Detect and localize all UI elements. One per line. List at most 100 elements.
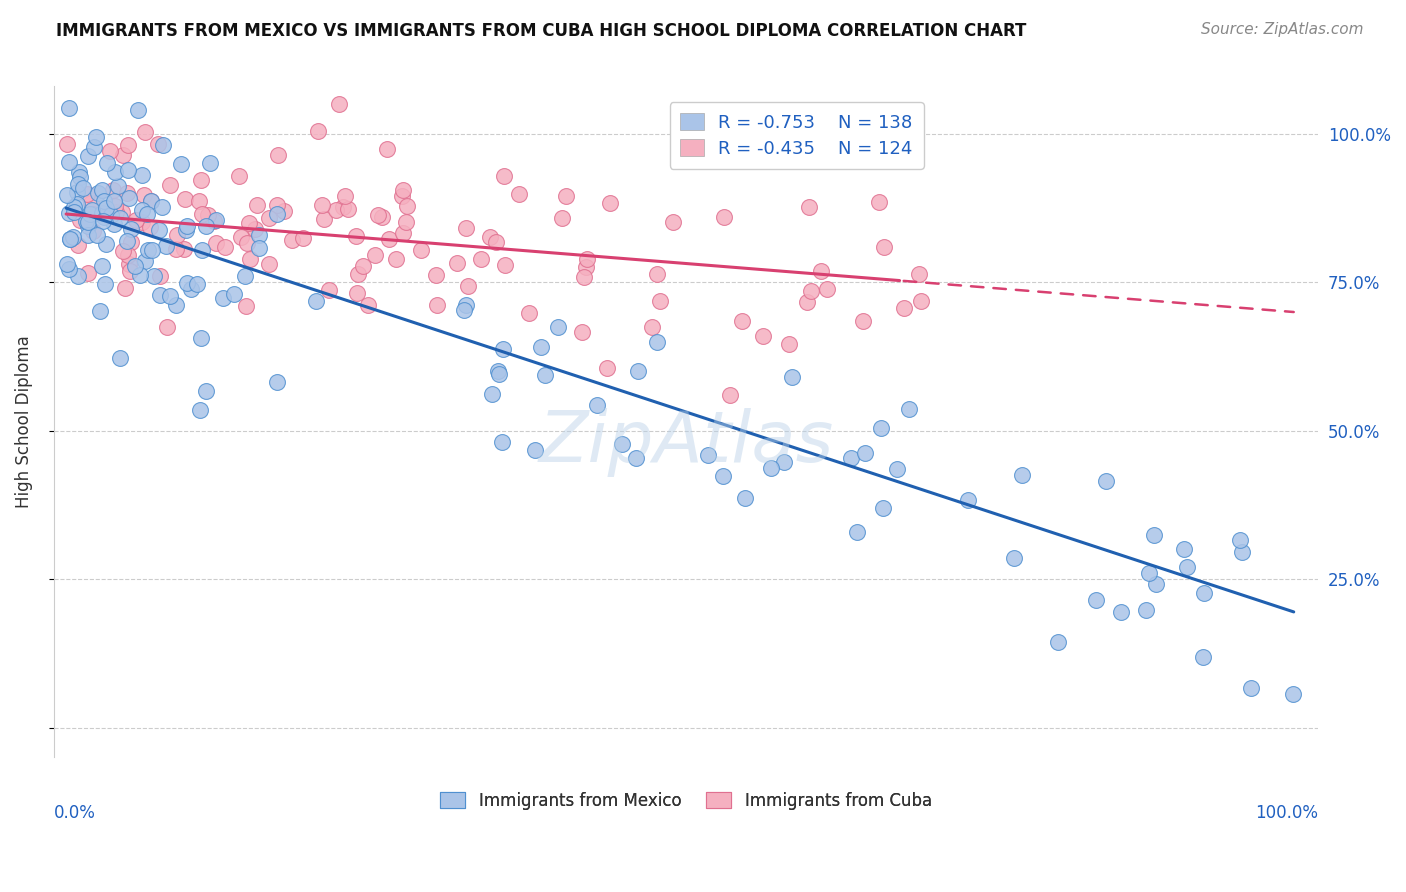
Point	[662, 214, 685, 228]
Point	[391, 183, 413, 197]
Point	[111, 147, 134, 161]
Point	[67, 165, 90, 179]
Point	[104, 165, 127, 179]
Point	[120, 264, 142, 278]
Point	[346, 286, 368, 301]
Point	[307, 124, 329, 138]
Point	[800, 284, 823, 298]
Point	[734, 491, 756, 506]
Point	[146, 137, 169, 152]
Point	[517, 306, 540, 320]
Point	[233, 269, 256, 284]
Point	[305, 294, 328, 309]
Point	[364, 247, 387, 261]
Point	[131, 202, 153, 217]
Point	[202, 214, 225, 228]
Point	[292, 231, 315, 245]
Point	[273, 203, 295, 218]
Point	[83, 140, 105, 154]
Point	[281, 234, 304, 248]
Point	[1173, 542, 1195, 557]
Point	[159, 178, 181, 192]
Point	[1229, 533, 1251, 548]
Point	[93, 194, 115, 209]
Point	[120, 221, 142, 235]
Point	[266, 198, 288, 212]
Point	[1046, 635, 1069, 649]
Point	[524, 442, 547, 457]
Point	[222, 286, 245, 301]
Point	[599, 196, 621, 211]
Point	[117, 191, 139, 205]
Point	[492, 343, 515, 357]
Point	[100, 208, 122, 222]
Point	[173, 242, 195, 256]
Point	[152, 138, 174, 153]
Point	[204, 213, 226, 227]
Point	[713, 210, 735, 224]
Point	[391, 189, 413, 203]
Point	[93, 210, 115, 224]
Point	[124, 212, 146, 227]
Point	[67, 238, 90, 252]
Point	[778, 336, 800, 351]
Point	[110, 211, 132, 225]
Point	[718, 388, 741, 402]
Point	[853, 446, 876, 460]
Point	[810, 264, 832, 278]
Point	[1194, 585, 1216, 599]
Point	[96, 156, 118, 170]
Point	[1240, 681, 1263, 695]
Point	[396, 199, 419, 213]
Point	[893, 301, 915, 315]
Point	[94, 236, 117, 251]
Point	[485, 235, 508, 250]
Point	[127, 103, 149, 118]
Point	[648, 293, 671, 308]
Point	[574, 269, 596, 284]
Point	[852, 314, 875, 328]
Point	[155, 238, 177, 252]
Point	[908, 267, 931, 281]
Point	[173, 192, 195, 206]
Point	[117, 162, 139, 177]
Point	[453, 303, 475, 318]
Point	[94, 277, 117, 291]
Point	[336, 202, 359, 217]
Point	[773, 454, 796, 468]
Point	[62, 200, 84, 214]
Legend: Immigrants from Mexico, Immigrants from Cuba: Immigrants from Mexico, Immigrants from …	[433, 785, 938, 816]
Point	[845, 525, 868, 540]
Point	[143, 269, 166, 284]
Point	[796, 294, 818, 309]
Point	[105, 204, 128, 219]
Point	[1002, 551, 1025, 566]
Point	[135, 207, 157, 221]
Point	[76, 219, 98, 234]
Point	[236, 235, 259, 250]
Point	[488, 367, 510, 381]
Point	[82, 224, 104, 238]
Point	[1084, 593, 1107, 607]
Point	[266, 375, 288, 389]
Point	[392, 226, 415, 240]
Point	[495, 258, 517, 272]
Point	[156, 319, 179, 334]
Point	[91, 205, 114, 219]
Point	[1135, 603, 1157, 617]
Point	[79, 207, 101, 221]
Point	[131, 215, 153, 229]
Point	[112, 244, 135, 258]
Text: ZipAtlas: ZipAtlas	[538, 408, 834, 476]
Point	[176, 223, 198, 237]
Point	[80, 202, 103, 217]
Point	[1143, 527, 1166, 541]
Point	[139, 220, 162, 235]
Point	[266, 207, 288, 221]
Point	[69, 169, 91, 184]
Point	[132, 188, 155, 202]
Point	[197, 208, 219, 222]
Point	[259, 257, 281, 271]
Point	[166, 227, 188, 242]
Point	[1137, 566, 1160, 581]
